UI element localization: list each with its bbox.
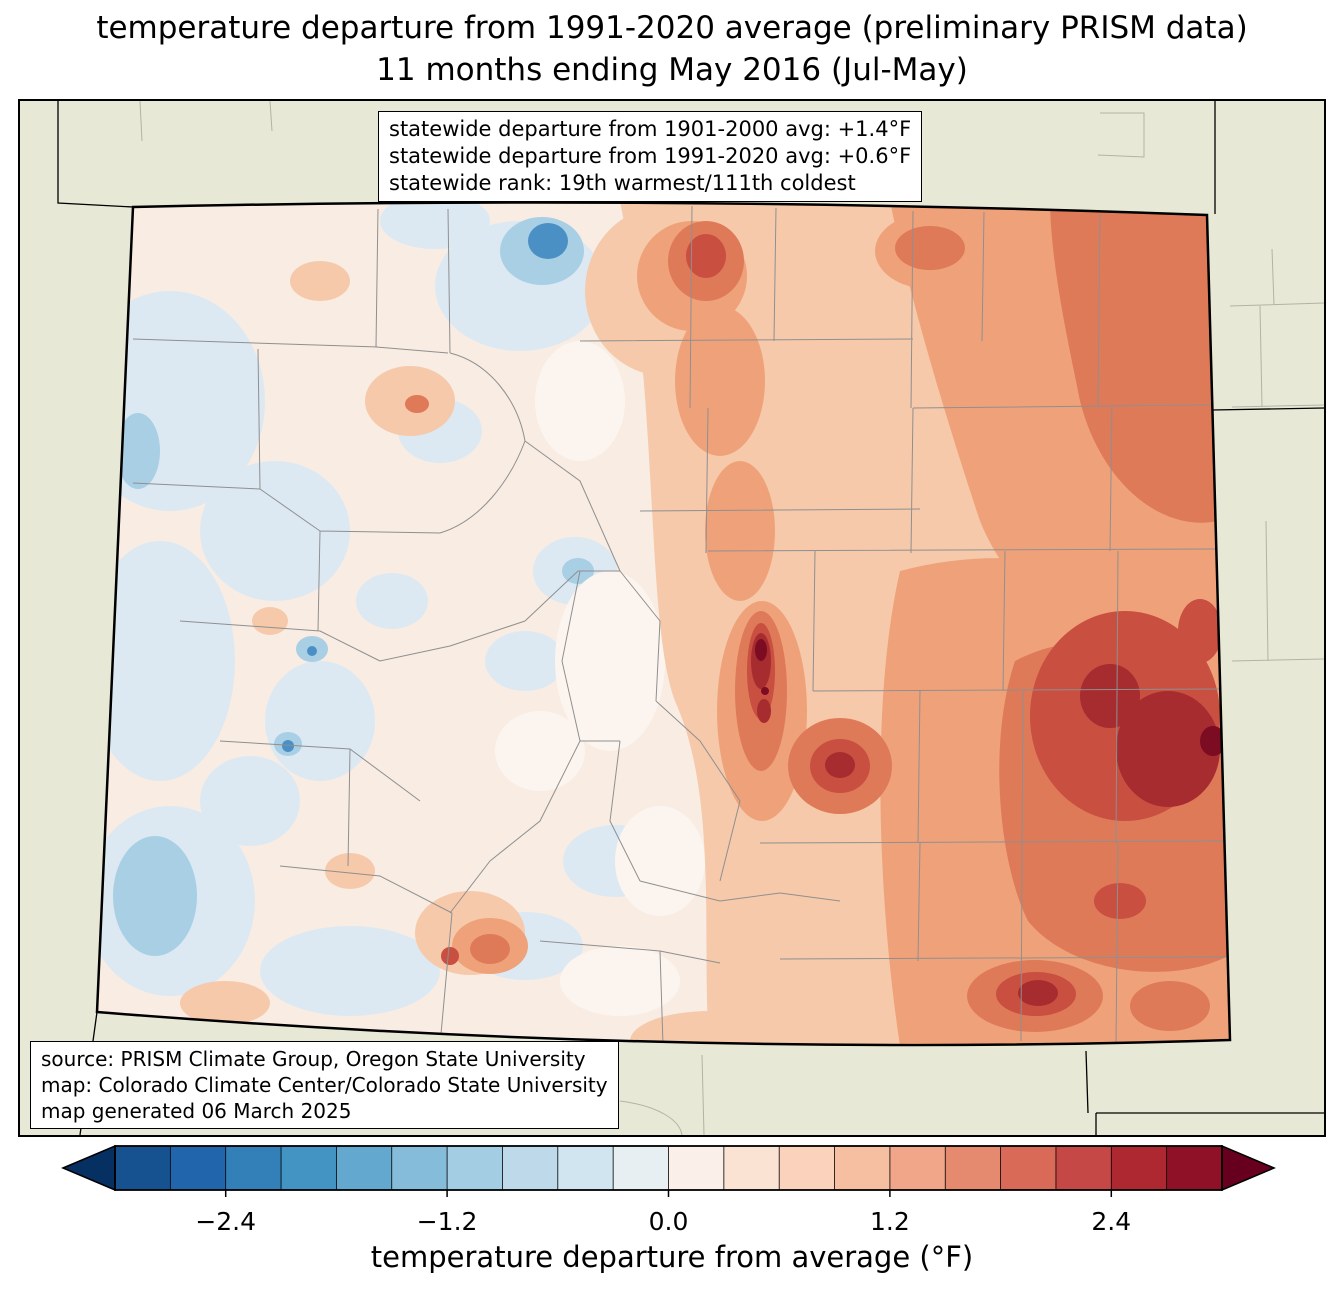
- source-line-1: source: PRISM Climate Group, Oregon Stat…: [41, 1047, 586, 1071]
- colorbar-tick-label: −1.2: [417, 1207, 478, 1236]
- colorbar-segment: [280, 1145, 338, 1191]
- colorbar-segment: [612, 1145, 670, 1191]
- county-lines: [132, 205, 1227, 1046]
- figure-title-line2: 11 months ending May 2016 (Jul-May): [376, 52, 968, 88]
- colorbar-tick-label: 0.0: [649, 1207, 689, 1236]
- colorbar-segment: [557, 1145, 615, 1191]
- colorbar-segment: [1166, 1145, 1224, 1191]
- colorbar-segment: [723, 1145, 781, 1191]
- colorbar-segment: [778, 1145, 836, 1191]
- colorbar-segment: [834, 1145, 891, 1191]
- stats-line-3: statewide rank: 19th warmest/111th colde…: [389, 171, 856, 195]
- colorado-anomaly-map: [57, 101, 1324, 1135]
- stats-line-1: statewide departure from 1901-2000 avg: …: [389, 117, 912, 141]
- colorbar-axis-label: temperature departure from average (°F): [370, 1240, 974, 1274]
- source-line-2: map: Colorado Climate Center/Colorado St…: [41, 1073, 608, 1097]
- colorbar-segment: [1055, 1145, 1113, 1191]
- figure-title-line1: temperature departure from 1991-2020 ave…: [96, 10, 1248, 46]
- anomaly-strong-cool: [282, 223, 568, 752]
- stats-box: statewide departure from 1901-2000 avg: …: [378, 111, 923, 202]
- neighbor-county-lines: [139, 101, 1324, 1135]
- colorbar-segment: [1110, 1145, 1168, 1191]
- colorbar-segment: [944, 1145, 1002, 1191]
- colorbar-segment: [225, 1145, 283, 1191]
- map-axes: statewide departure from 1901-2000 avg: …: [18, 99, 1326, 1137]
- colorbar-segment: [391, 1145, 449, 1191]
- colorado-border: [95, 201, 1232, 1047]
- neighbor-state-lines: [57, 101, 1324, 1135]
- colorbar-segment: [335, 1145, 393, 1191]
- anomaly-contours: [97, 202, 1230, 1046]
- colorbar-segment: [668, 1145, 725, 1191]
- colorbar-tick-label: 2.4: [1091, 1207, 1131, 1236]
- source-line-3: map generated 06 March 2025: [41, 1099, 352, 1123]
- colorbar-segment: [889, 1145, 947, 1191]
- colorbar-segment: [114, 1145, 172, 1191]
- colorbar-under-arrow: [61, 1144, 116, 1192]
- colorbar-segment: [1000, 1145, 1057, 1191]
- colorbar-tick-label: 1.2: [870, 1207, 910, 1236]
- colorbar-segment: [502, 1145, 559, 1191]
- colorbar: −2.4 −1.2 0.0 1.2 2.4: [61, 1144, 1276, 1236]
- colorbar-area: −2.4 −1.2 0.0 1.2 2.4 temperature departure …: [0, 1140, 1344, 1299]
- stats-line-2: statewide departure from 1991-2020 avg: …: [389, 144, 912, 168]
- source-box: source: PRISM Climate Group, Oregon Stat…: [30, 1041, 619, 1129]
- colorbar-over-arrow: [1221, 1144, 1276, 1192]
- colorbar-tick-label: −2.4: [195, 1207, 256, 1236]
- anomaly-near-white: [495, 341, 705, 1016]
- anomaly-extreme: [755, 639, 1226, 756]
- colorbar-segment: [446, 1145, 504, 1191]
- colorbar-segment: [169, 1145, 227, 1191]
